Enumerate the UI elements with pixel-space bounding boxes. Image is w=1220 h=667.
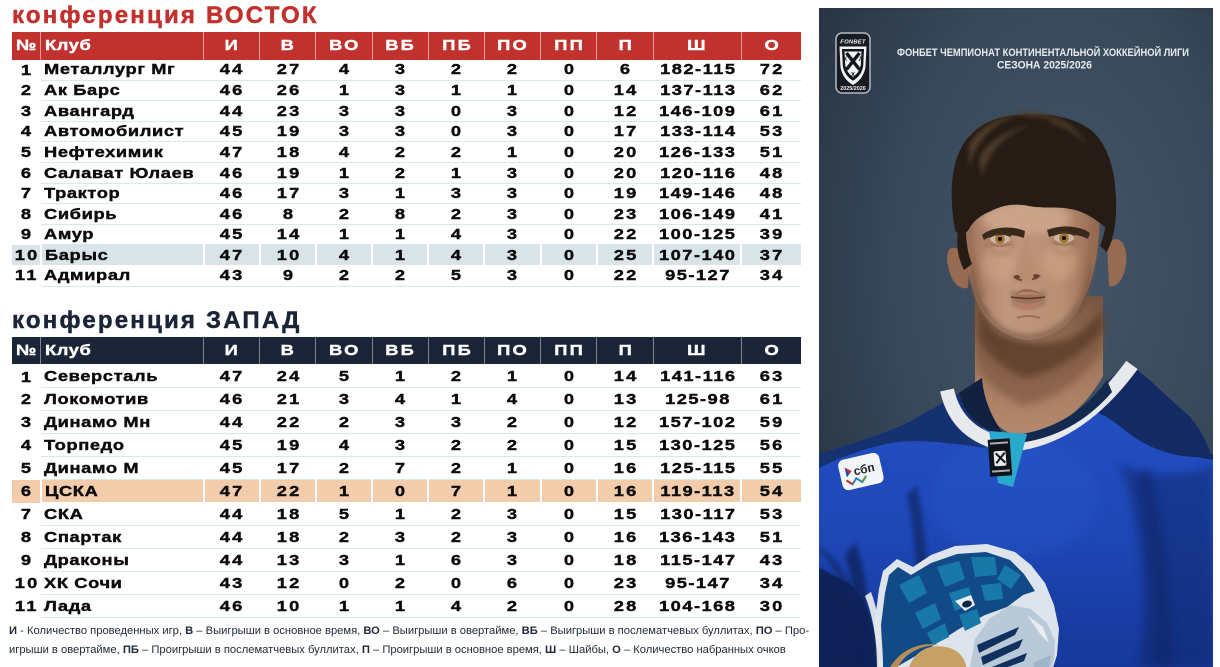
- svg-text:СЕЗОНА 2025/2026: СЕЗОНА 2025/2026: [997, 59, 1092, 71]
- svg-text:сбп: сбп: [852, 460, 876, 478]
- svg-text:FONBET: FONBET: [840, 40, 867, 46]
- svg-text:2025/2026: 2025/2026: [840, 86, 865, 92]
- svg-text:ФОНБЕТ ЧЕМПИОНАТ КОНТИНЕНТАЛЬН: ФОНБЕТ ЧЕМПИОНАТ КОНТИНЕНТАЛЬНОЙ ХОККЕЙН…: [897, 46, 1189, 59]
- svg-text:Л: Л: [859, 56, 863, 63]
- svg-text:Х: Х: [851, 72, 856, 79]
- svg-text:К: К: [843, 56, 847, 63]
